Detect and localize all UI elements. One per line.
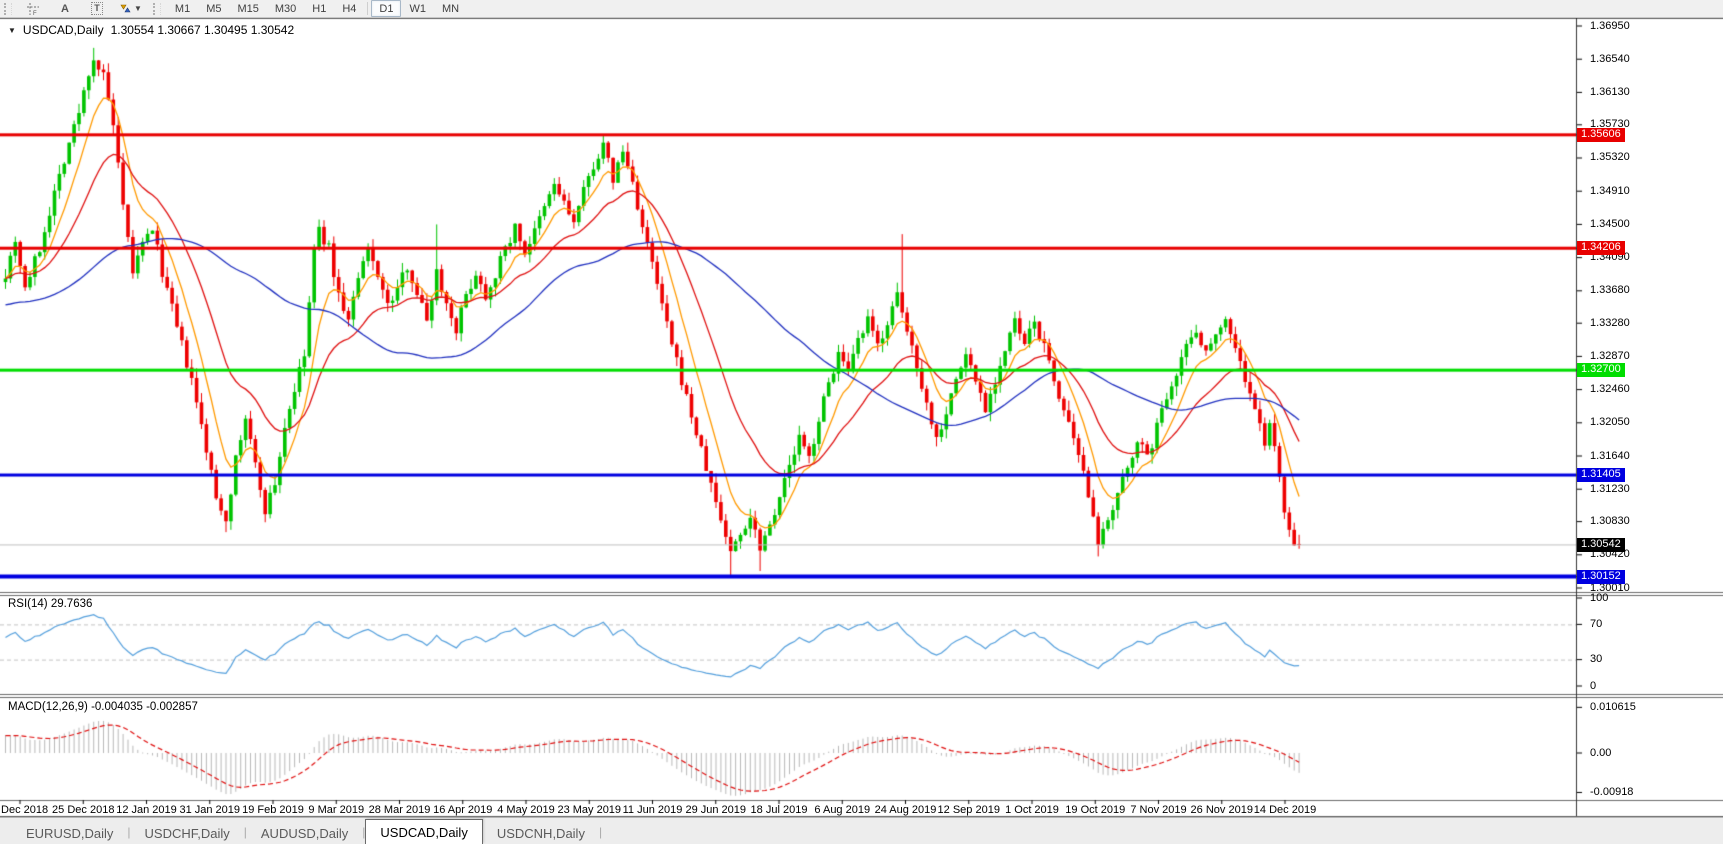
- chart-symbol-label: USDCAD,Daily: [23, 23, 104, 37]
- price-axis-tick-label: 1.32050: [1590, 416, 1630, 429]
- dropdown-caret-icon: ▼: [134, 4, 142, 13]
- rsi-axis-tick-label: 30: [1590, 653, 1602, 666]
- chart-tab-usdchf[interactable]: USDCHF,Daily: [131, 823, 244, 844]
- date-axis-label: 12 Sep 2019: [938, 804, 1000, 816]
- chart-tab-bar: EURUSD,Daily|USDCHF,Daily|AUDUSD,Daily|U…: [0, 817, 1723, 844]
- price-axis-tick-label: 1.32460: [1590, 383, 1630, 396]
- macd-axis-tick-label: 0.010615: [1590, 701, 1636, 714]
- date-axis-label: 14 Dec 2019: [1254, 804, 1316, 816]
- macd-indicator-label: MACD(12,26,9) -0.004035 -0.002857: [8, 701, 198, 713]
- rsi-indicator-label: RSI(14) 29.7636: [8, 598, 92, 610]
- date-axis-label: 28 Mar 2019: [369, 804, 431, 816]
- price-axis-tick-label: 1.36130: [1590, 86, 1630, 99]
- date-axis-label: 7 Nov 2019: [1130, 804, 1186, 816]
- timeframe-button-h1[interactable]: H1: [304, 0, 334, 17]
- price-level-tag: 1.34206: [1577, 241, 1625, 255]
- date-axis-label: 19 Oct 2019: [1065, 804, 1125, 816]
- price-axis-tick-label: 1.36950: [1590, 20, 1630, 33]
- date-axis-label: 26 Nov 2019: [1191, 804, 1253, 816]
- rsi-axis-tick-label: 70: [1590, 618, 1602, 631]
- price-axis-tick-label: 1.31640: [1590, 450, 1630, 463]
- date-axis-label: 18 Jul 2019: [751, 804, 808, 816]
- date-axis-label: 23 May 2019: [557, 804, 621, 816]
- timeframe-button-w1[interactable]: W1: [401, 0, 434, 17]
- price-level-tag: 1.30152: [1577, 570, 1625, 584]
- date-axis-label: 4 May 2019: [497, 804, 554, 816]
- price-level-tag: 1.31405: [1577, 468, 1625, 482]
- date-axis-label: 31 Jan 2019: [179, 804, 240, 816]
- price-axis-tick-label: 1.33680: [1590, 284, 1630, 297]
- chart-title: ▼ USDCAD,Daily 1.30554 1.30667 1.30495 1…: [8, 23, 294, 37]
- text-annotation-icon[interactable]: A: [50, 0, 80, 18]
- date-axis-label: 1 Oct 2019: [1005, 804, 1059, 816]
- price-axis-tick-label: 1.32870: [1590, 350, 1630, 363]
- date-axis-label: 9 Mar 2019: [308, 804, 364, 816]
- timeframe-button-m30[interactable]: M30: [267, 0, 304, 17]
- date-axis-label: 12 Jan 2019: [116, 804, 177, 816]
- toolbar: F A T ▼ M1M5M15M30H1H4 D1W1MN: [0, 0, 1723, 18]
- arrows-icon[interactable]: ▼: [114, 0, 147, 18]
- timeframe-button-m1[interactable]: M1: [167, 0, 198, 17]
- price-axis-tick-label: 1.35320: [1590, 151, 1630, 164]
- current-price-tag: 1.30542: [1577, 538, 1625, 552]
- timeframe-bar: M1M5M15M30H1H4 D1W1MN: [167, 0, 467, 17]
- price-axis-tick-label: 1.31230: [1590, 483, 1630, 496]
- date-axis-label: 6 Aug 2019: [814, 804, 870, 816]
- chart-tab-eurusd[interactable]: EURUSD,Daily: [12, 823, 127, 844]
- price-axis-tick-label: 1.34910: [1590, 185, 1630, 198]
- timeframe-button-m5[interactable]: M5: [198, 0, 229, 17]
- price-level-tag: 1.35606: [1577, 128, 1625, 142]
- date-axis-label: 11 Jun 2019: [623, 804, 683, 816]
- chart-tab-usdcad[interactable]: USDCAD,Daily: [365, 819, 482, 844]
- date-axis-label: 24 Aug 2019: [875, 804, 937, 816]
- price-level-tag: 1.32700: [1577, 363, 1625, 377]
- mt4-window: F A T ▼ M1M5M15M30H1H4 D1W1MN ▼ USDCAD,Da…: [0, 0, 1723, 844]
- chart-tab-usdcnh[interactable]: USDCNH,Daily: [483, 823, 599, 844]
- timeframe-button-h4[interactable]: H4: [334, 0, 364, 17]
- macd-axis-tick-label: 0.00: [1590, 747, 1611, 760]
- rsi-axis-tick-label: 0: [1590, 680, 1596, 693]
- tab-separator: |: [599, 825, 602, 839]
- toolbar-grip[interactable]: [4, 3, 12, 15]
- chart-window: ▼ USDCAD,Daily 1.30554 1.30667 1.30495 1…: [0, 18, 1723, 817]
- date-axis-label: 25 Dec 2018: [52, 804, 114, 816]
- toolbar-separator: [367, 2, 368, 15]
- price-axis-tick-label: 1.33280: [1590, 317, 1630, 330]
- date-axis-label: 29 Jun 2019: [685, 804, 746, 816]
- chart-tab-audusd[interactable]: AUDUSD,Daily: [247, 823, 362, 844]
- text-label-icon[interactable]: T: [82, 0, 112, 18]
- chart-ohlc-values: 1.30554 1.30667 1.30495 1.30542: [111, 23, 295, 37]
- date-axis-label: 16 Apr 2019: [433, 804, 492, 816]
- toolbar-grip[interactable]: [153, 3, 161, 15]
- date-axis-label: 19 Feb 2019: [242, 804, 304, 816]
- timeframe-button-mn[interactable]: MN: [434, 0, 467, 17]
- price-axis-tick-label: 1.34500: [1590, 218, 1630, 231]
- rsi-axis-tick-label: 100: [1590, 592, 1608, 605]
- price-axis-tick-label: 1.36540: [1590, 53, 1630, 66]
- timeframe-button-m15[interactable]: M15: [229, 0, 266, 17]
- price-axis-tick-label: 1.30830: [1590, 515, 1630, 528]
- date-axis-label: 6 Dec 2018: [0, 804, 48, 816]
- timeframe-button-d1[interactable]: D1: [371, 0, 401, 17]
- symbol-dropdown-icon[interactable]: ▼: [8, 26, 16, 35]
- svg-text:F: F: [33, 11, 37, 16]
- crosshair-icon[interactable]: F: [18, 0, 48, 18]
- macd-axis-tick-label: -0.00918: [1590, 786, 1633, 799]
